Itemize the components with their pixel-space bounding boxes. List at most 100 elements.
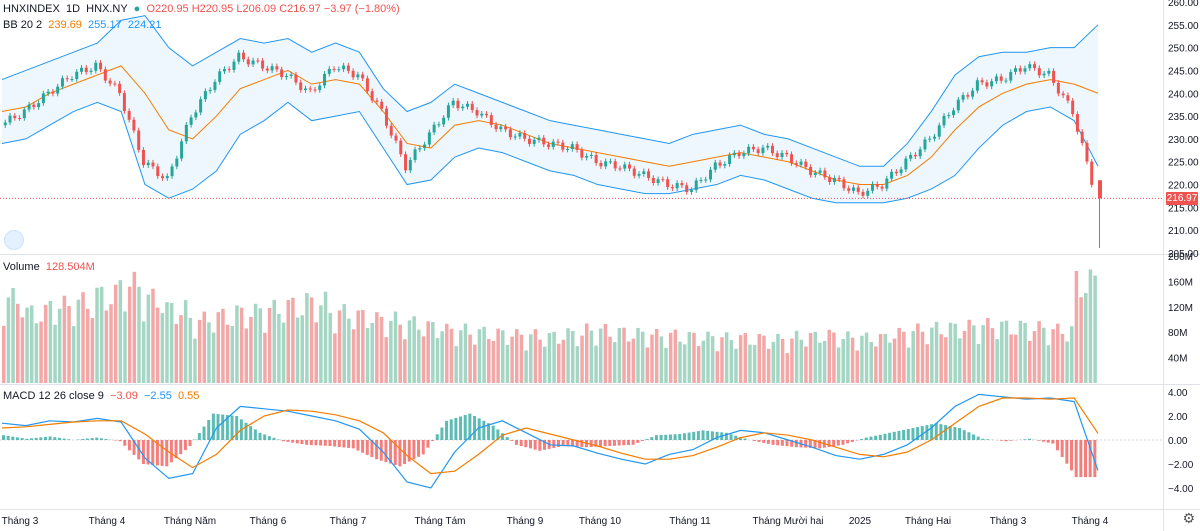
tradingview-logo-icon[interactable] [4, 230, 24, 250]
macd-name[interactable]: MACD 12 26 close 9 [3, 390, 104, 402]
candle-body [508, 129, 512, 138]
macd-hist-bar [682, 433, 686, 440]
interval-label[interactable]: 1D [65, 3, 81, 15]
volume-bar [491, 340, 496, 383]
macd-hist-bar [85, 438, 89, 440]
volume-bar [347, 318, 351, 383]
macd-hist-bar [272, 437, 276, 440]
volume-bar [407, 320, 412, 383]
macd-hist-bar [487, 423, 491, 440]
candle-body [523, 133, 527, 139]
volume-bar [874, 346, 878, 383]
candle-body [694, 180, 698, 191]
volume-bar [533, 329, 538, 383]
macd-hist-bar [570, 440, 574, 447]
volume-bar [272, 299, 277, 383]
time-tick-label: Tháng 4 [1072, 516, 1109, 527]
volume-bar [202, 311, 207, 383]
candle-body [885, 178, 889, 189]
volume-bar [883, 333, 887, 383]
macd-hist-bar [356, 440, 360, 451]
macd-hist-bar [211, 413, 215, 440]
volume-bar [990, 328, 995, 383]
macd-hist-bar [706, 430, 710, 440]
candle-body [747, 146, 751, 154]
volume-bar [34, 323, 39, 383]
volume-bar [608, 336, 612, 383]
macd-hist-bar [267, 436, 271, 440]
candle-body [494, 124, 498, 130]
candle-body [437, 124, 441, 126]
volume-bar [48, 301, 53, 383]
bb-basis-value: 239.69 [48, 19, 82, 31]
macd-hist-bar [869, 436, 873, 440]
macd-hist-bar [930, 424, 934, 440]
macd-hist-bar [715, 431, 719, 440]
volume-bar [67, 305, 71, 383]
volume-value: 128.504M [45, 261, 95, 273]
symbol-legend[interactable]: HNXINDEX 1D HNX.NY ● O220.95 H220.95 L20… [3, 2, 400, 16]
macd-hist-bar [916, 427, 920, 440]
candle-body [899, 169, 903, 174]
candle-body [237, 52, 241, 62]
high-value: H220.95 [191, 3, 234, 15]
macd-hist-bar [300, 440, 304, 445]
candle-body [527, 138, 531, 144]
volume-bar [25, 307, 29, 383]
candle-body [75, 71, 79, 80]
macd-hist-bar [883, 433, 887, 440]
volume-bar [972, 325, 976, 383]
volume-bar [813, 331, 818, 383]
volume-bar [720, 337, 724, 383]
volume-bar [361, 309, 365, 383]
volume-bar [841, 338, 845, 383]
candle-body [456, 100, 460, 109]
low-value: L206.09 [236, 3, 277, 15]
volume-bar [1023, 322, 1027, 383]
candle-body [1071, 100, 1075, 115]
bb-legend[interactable]: BB 20 2 239.69 255.17 224.21 [3, 18, 161, 32]
bb-name[interactable]: BB 20 2 [3, 19, 43, 31]
macd-hist-bar [2, 435, 5, 440]
settings-gear-icon[interactable]: ⚙ [1182, 510, 1195, 526]
candle-body [956, 99, 960, 111]
candle-body [947, 115, 951, 117]
volume-bar [403, 339, 407, 383]
macd-hist-bar [734, 435, 738, 440]
macd-legend[interactable]: MACD 12 26 close 9 −3.09 −2.55 0.55 [3, 389, 199, 403]
macd-hist-bar [473, 416, 477, 440]
volume-bar [552, 331, 556, 383]
volume-legend[interactable]: Volume 128.504M [3, 260, 95, 274]
macd-hist-bar [794, 440, 798, 448]
macd-hist-bar [281, 440, 285, 442]
candle-body [975, 80, 979, 91]
macd-hist-bar [1000, 440, 1004, 441]
macd-hist-bar [183, 440, 187, 451]
candle-body [432, 124, 436, 133]
macd-hist-bar [906, 428, 910, 440]
macd-hist-bar [804, 440, 808, 448]
volume-name[interactable]: Volume [3, 261, 40, 273]
candle-body [675, 183, 679, 189]
macd-hist-bar [370, 440, 374, 458]
volume-bar [370, 322, 374, 383]
volume-bar [375, 312, 379, 383]
candle-body [994, 76, 998, 82]
macd-hist-bar [1051, 440, 1055, 444]
symbol-name[interactable]: HNXINDEX [3, 3, 60, 15]
macd-hist-bar [771, 440, 775, 445]
macd-hist-bar [911, 428, 915, 440]
macd-hist-bar [552, 440, 556, 448]
macd-hist-bar [333, 440, 337, 447]
time-tick-label: Tháng 6 [250, 516, 287, 527]
candle-body [547, 144, 550, 147]
macd-hist-bar [412, 440, 416, 460]
candle-body [1080, 131, 1084, 143]
macd-hist-bar [608, 440, 612, 446]
macd-hist-bar [482, 420, 486, 440]
volume-bar [314, 322, 318, 383]
candle-body [656, 179, 660, 184]
volume-bar [897, 327, 901, 383]
